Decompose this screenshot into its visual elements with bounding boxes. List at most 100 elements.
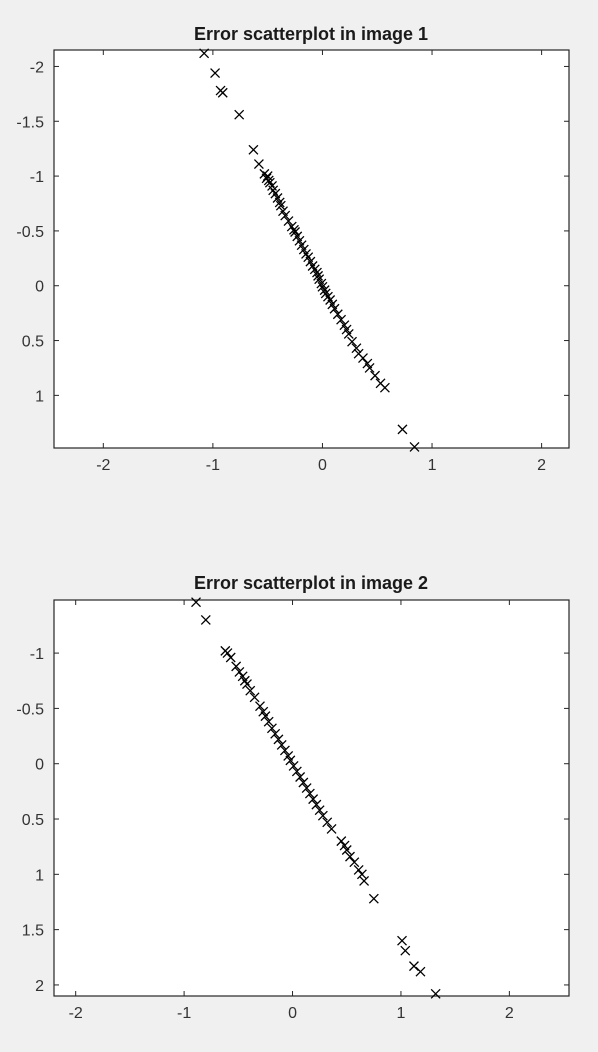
scatter-point [311, 799, 322, 810]
scatter-point [368, 893, 379, 904]
scatter-point [266, 723, 277, 734]
scatter-point [234, 666, 245, 677]
scatter-point [316, 278, 327, 289]
scatter-point [317, 810, 328, 821]
scatter-point [370, 370, 381, 381]
scatter-point [358, 353, 368, 364]
y-tick-label: 1.5 [22, 923, 44, 940]
scatter-point [379, 382, 390, 393]
scatter-point [304, 788, 315, 799]
x-tick-label: -2 [69, 1005, 83, 1022]
y-tick-label: -1.5 [16, 114, 44, 131]
scatter-point [288, 760, 299, 771]
y-tick-label: 0 [35, 279, 44, 296]
scatter-point [408, 961, 419, 972]
chart-2-x-tick-labels: -2 -1 0 1 2 [69, 1005, 514, 1022]
x-tick-label: -1 [177, 1005, 191, 1022]
scatter-point [313, 270, 324, 281]
scatter-point [253, 159, 264, 169]
y-tick-label: 1 [35, 388, 44, 405]
y-tick-label: 1 [35, 867, 44, 884]
y-tick-label: 2 [35, 978, 44, 995]
scatter-point [210, 68, 221, 78]
scatter-point [274, 197, 285, 208]
scatter-point [400, 945, 411, 956]
scatter-point [248, 144, 259, 155]
y-tick-label: 0 [35, 757, 44, 774]
scatter-point [234, 109, 245, 120]
x-tick-label: 2 [505, 1005, 514, 1022]
scatter-point [326, 824, 337, 834]
chart-2: Error scatterplot in image 2 -2 -1 0 1 2 -1-… [16, 573, 570, 1022]
scatter-point [260, 711, 271, 722]
scatter-point [279, 745, 290, 756]
chart-1-x-tick-labels: -2 -1 0 1 2 [96, 457, 546, 474]
chart-2-points [191, 597, 441, 999]
x-tick-label: 2 [537, 457, 546, 474]
chart-1: Error scatterplot in image 1 -2 -1 0 1 2 -2 -… [16, 24, 570, 474]
scatter-point [314, 805, 325, 816]
scatter-point [291, 766, 302, 777]
scatter-point [359, 876, 370, 886]
chart-2-ticks [54, 600, 569, 996]
scatter-point [336, 836, 347, 847]
scatter-point [397, 935, 407, 946]
x-tick-label: 0 [288, 1005, 297, 1022]
scatter-point [276, 739, 287, 750]
scatter-point [356, 869, 367, 880]
x-tick-label: -2 [96, 457, 110, 474]
scatter-point [285, 755, 296, 766]
scatter-point [341, 845, 352, 855]
chart-1-ticks [54, 50, 569, 448]
scatter-point [242, 679, 252, 690]
scatter-point [415, 966, 426, 977]
scatter-point [255, 701, 265, 712]
scatter-point [319, 285, 330, 296]
scatter-point [231, 661, 242, 672]
scatter-point [336, 314, 347, 325]
y-tick-label: -2 [30, 59, 44, 76]
scatter-point [191, 597, 201, 608]
scatter-point [409, 441, 420, 452]
scatter-point [225, 652, 236, 663]
scatter-point [397, 424, 408, 435]
scatter-point [343, 329, 354, 339]
scatter-point [308, 794, 319, 805]
scatter-point [199, 48, 210, 59]
scatter-point [295, 772, 306, 782]
scatter-point [353, 864, 364, 875]
scatter-point [312, 267, 322, 278]
x-tick-label: 0 [318, 457, 327, 474]
scatter-point [329, 303, 340, 314]
scatter-point [245, 685, 256, 696]
scatter-point [351, 343, 362, 354]
scatter-point [322, 817, 333, 828]
scatter-point [249, 692, 260, 703]
scatter-point [430, 988, 441, 999]
x-tick-label: -1 [206, 457, 220, 474]
scatter-point [200, 614, 211, 625]
scatter-point [273, 734, 284, 745]
y-tick-label: 0.5 [22, 334, 44, 351]
y-tick-label: -0.5 [16, 224, 44, 241]
scatter-point [283, 216, 294, 227]
scatter-point [301, 783, 312, 794]
scatter-point [280, 210, 291, 221]
scatter-point [222, 648, 233, 659]
chart-1-plot-area [53, 49, 570, 449]
y-tick-label: -0.5 [16, 701, 44, 718]
scatter-point [275, 200, 286, 211]
chart-1-y-tick-labels: -2 -1.5 -1 -0.5 0 0.5 1 [16, 59, 44, 405]
scatter-point [332, 309, 343, 320]
y-tick-label: 0.5 [22, 812, 44, 829]
scatter-point [345, 851, 355, 862]
x-tick-label: 1 [396, 1005, 405, 1022]
chart-1-title: Error scatterplot in image 1 [194, 24, 428, 44]
y-tick-label: -1 [30, 646, 44, 663]
scatter-point [289, 224, 299, 235]
scatter-point [349, 857, 360, 868]
scatter-point [347, 336, 358, 347]
chart-2-title: Error scatterplot in image 2 [194, 573, 428, 593]
scatter-point [217, 87, 228, 98]
